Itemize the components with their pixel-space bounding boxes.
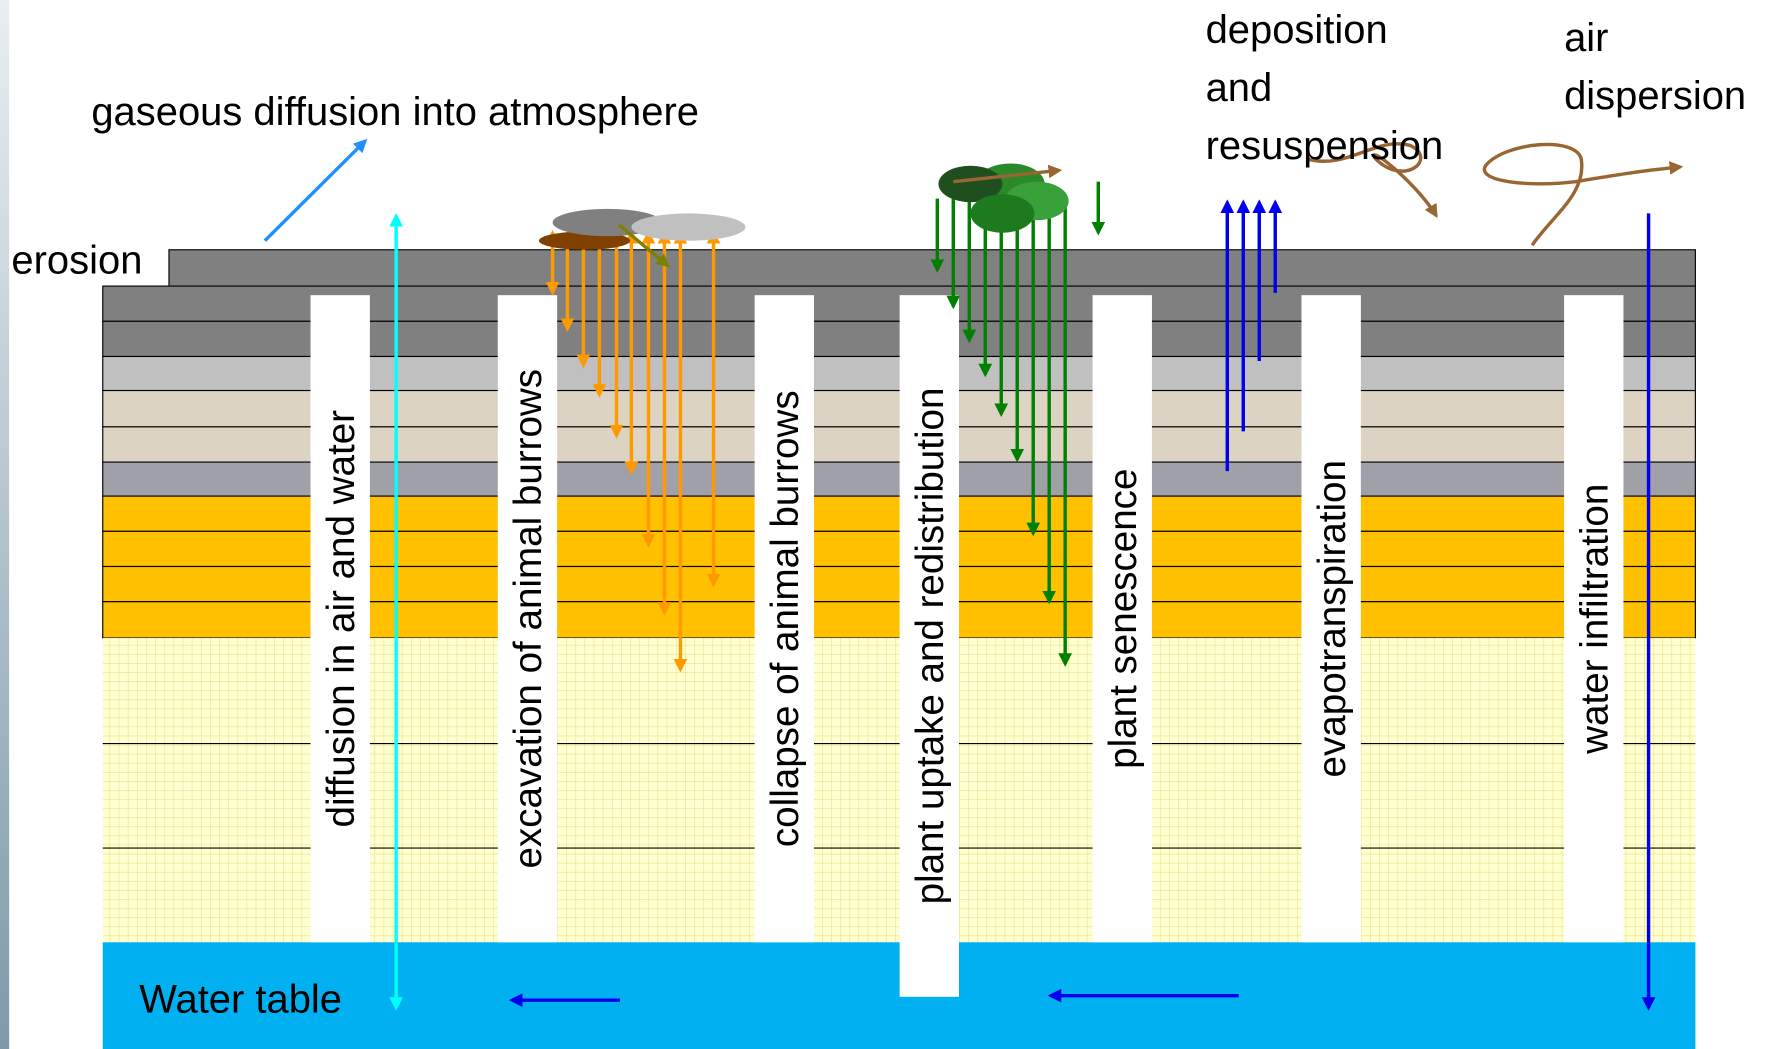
- column-label: diffusion in air and water: [320, 410, 363, 828]
- column-label: evapotranspiration: [1311, 460, 1354, 777]
- deposition-label: deposition: [1206, 8, 1388, 52]
- surface-objects: [539, 144, 1681, 266]
- column-label: excavation of animal burrows: [507, 369, 550, 869]
- column-label: collapse of animal burrows: [764, 390, 807, 847]
- column-label: water infiltration: [1573, 484, 1616, 755]
- air-label: dispersion: [1564, 74, 1746, 118]
- diagram: diffusion in air and water excavation of …: [0, 0, 1781, 1049]
- column-label: plant uptake and redistribution: [909, 388, 952, 905]
- water-table-label: Water table: [139, 978, 342, 1022]
- gaseous-label: gaseous diffusion into atmosphere: [91, 90, 699, 134]
- column-label: plant senescence: [1102, 469, 1145, 769]
- air-label: air: [1564, 16, 1608, 60]
- deposition-label: resuspension: [1206, 124, 1444, 168]
- page: {"labels": {"gaseous": "gaseous diffusio…: [0, 0, 1781, 1049]
- erosion-label: erosion: [11, 239, 142, 283]
- deposition-label: and: [1206, 66, 1273, 110]
- edge-bar: [0, 0, 9, 1049]
